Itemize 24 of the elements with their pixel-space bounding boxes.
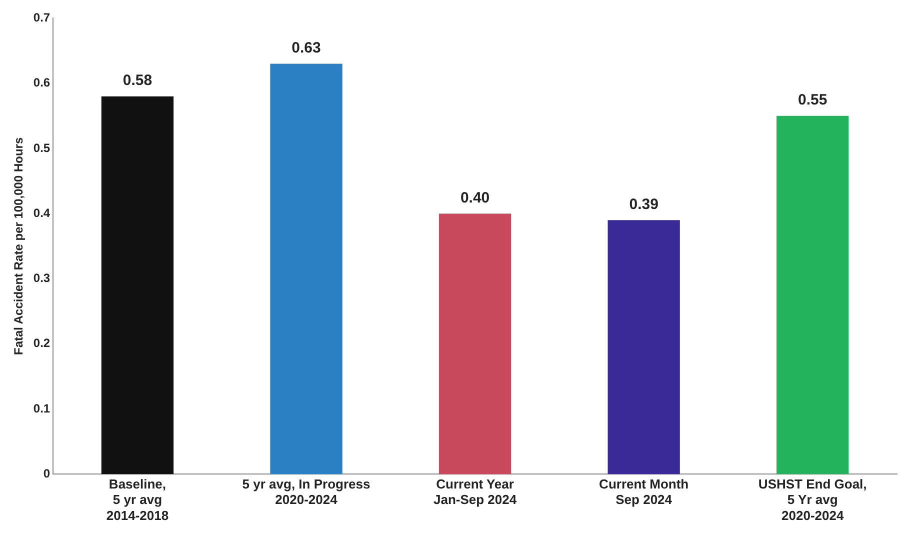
y-tick-label: 0.1 — [33, 401, 50, 416]
x-tick-label: USHST End Goal, 5 Yr avg 2020-2024 — [758, 476, 867, 523]
bar — [270, 64, 342, 474]
y-tick-label: 0.6 — [33, 76, 50, 90]
bar — [608, 220, 680, 474]
y-axis-title: Fatal Accident Rate per 100,000 Hours — [12, 137, 26, 356]
y-tick-label: 0.4 — [33, 206, 50, 220]
data-label: 0.63 — [292, 39, 321, 56]
y-tick-label: 0.5 — [33, 140, 50, 155]
x-tick-label: 5 yr avg, In Progress 2020-2024 — [242, 476, 370, 508]
x-tick-label: Current Month Sep 2024 — [599, 476, 689, 508]
bar — [776, 116, 849, 474]
y-tick-label: 0.2 — [33, 336, 50, 350]
data-label: 0.39 — [629, 196, 658, 213]
data-label: 0.40 — [460, 189, 490, 206]
data-label: 0.55 — [798, 92, 828, 109]
y-tick-label: 0.7 — [33, 10, 50, 25]
bar — [438, 214, 512, 474]
bar — [101, 96, 174, 474]
x-tick-label: Baseline, 5 yr avg 2014-2018 — [106, 476, 169, 523]
y-tick-label: 0 — [43, 466, 50, 481]
x-tick-label: Current Year Jan-Sep 2024 — [433, 476, 518, 508]
y-tick-label: 0.3 — [33, 271, 50, 286]
data-label: 0.58 — [122, 72, 152, 90]
